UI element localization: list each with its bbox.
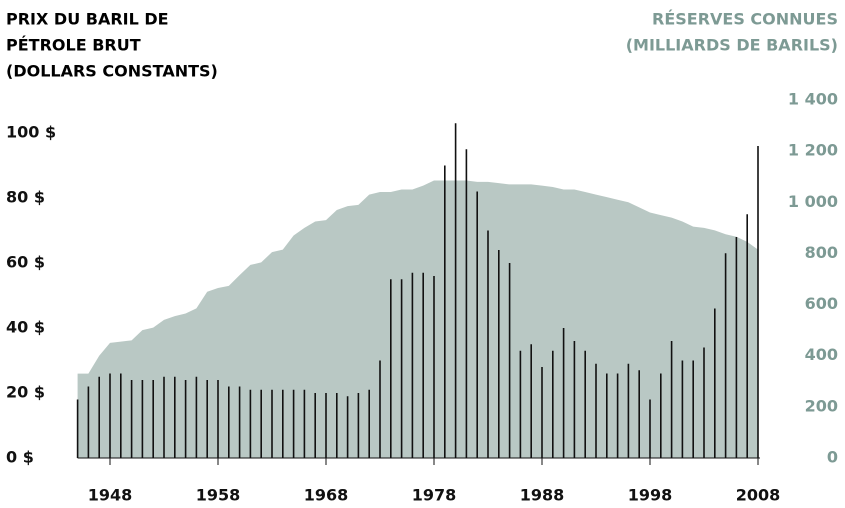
- price-bar: [616, 373, 619, 458]
- y2-axis-label: (MILLIARDS DE BARILS): [626, 36, 838, 55]
- price-bar: [206, 380, 208, 458]
- reserves-area: [77, 180, 759, 459]
- x-tick-label: 1948: [88, 486, 133, 505]
- y-tick-label: 60 $: [6, 253, 45, 272]
- y-tick-label: 20 $: [6, 383, 45, 402]
- price-bar: [400, 279, 403, 458]
- price-bar: [217, 380, 219, 458]
- price-bar: [465, 149, 468, 458]
- price-bar: [746, 214, 748, 458]
- y2-tick-label: 800: [805, 243, 838, 262]
- price-bar: [411, 272, 414, 458]
- price-bar: [724, 253, 727, 458]
- price-bar: [519, 350, 522, 458]
- price-bar: [703, 347, 705, 458]
- price-bar: [184, 380, 187, 458]
- y-axis-label: (DOLLARS CONSTANTS): [6, 62, 218, 81]
- price-bar: [152, 380, 154, 458]
- y-tick-label: 100 $: [6, 123, 56, 142]
- price-bar: [292, 389, 295, 458]
- y2-tick-label: 1 200: [788, 141, 838, 160]
- y2-tick-label: 400: [805, 345, 838, 364]
- price-bar: [141, 380, 144, 458]
- price-bar: [584, 350, 586, 458]
- y-tick-label: 80 $: [6, 188, 45, 207]
- price-bar: [638, 370, 640, 458]
- price-bar: [660, 373, 662, 458]
- price-bar: [454, 123, 457, 458]
- price-bar: [325, 393, 327, 458]
- y2-tick-label: 1 400: [788, 90, 838, 109]
- x-tick-label: 1958: [196, 486, 241, 505]
- price-bar: [541, 367, 543, 458]
- price-bar: [714, 308, 716, 458]
- price-bar: [530, 344, 532, 458]
- y2-tick-label: 1 000: [788, 192, 838, 211]
- price-bar: [552, 350, 554, 458]
- price-bar: [508, 263, 511, 458]
- price-bar: [649, 399, 651, 458]
- price-bar: [487, 230, 489, 458]
- x-tick-label: 1998: [628, 486, 673, 505]
- price-bar: [562, 328, 565, 458]
- price-bar: [498, 250, 500, 458]
- price-bar: [422, 272, 424, 458]
- y2-axis-label: RÉSERVES CONNUES: [652, 10, 838, 29]
- x-tick-label: 1978: [412, 486, 457, 505]
- price-bar: [87, 386, 90, 458]
- y2-tick-label: 0: [827, 448, 838, 467]
- price-bar: [120, 373, 122, 458]
- price-bar: [357, 393, 360, 458]
- price-bar: [163, 376, 165, 458]
- y-axis-label: PÉTROLE BRUT: [6, 36, 141, 55]
- y-axis-label: PRIX DU BARIL DE: [6, 10, 169, 29]
- price-bar: [379, 360, 381, 458]
- y-tick-label: 40 $: [6, 318, 45, 337]
- price-bar: [692, 360, 694, 458]
- price-bar: [109, 373, 111, 458]
- price-bar: [228, 386, 230, 458]
- price-bar: [195, 376, 198, 458]
- x-tick-label: 1988: [520, 486, 565, 505]
- price-bar: [606, 373, 608, 458]
- price-bar: [681, 360, 684, 458]
- price-bar: [757, 146, 759, 458]
- price-bar: [130, 380, 133, 458]
- price-bar: [573, 341, 576, 458]
- price-bar: [76, 399, 79, 458]
- price-bar: [336, 393, 338, 458]
- price-bar: [476, 191, 478, 458]
- price-bar: [368, 389, 370, 458]
- price-bar: [174, 376, 176, 458]
- price-bar: [271, 389, 273, 458]
- price-bar: [303, 389, 306, 458]
- y-tick-label: 0 $: [6, 448, 34, 467]
- price-bar: [282, 389, 284, 458]
- price-bar: [238, 386, 241, 458]
- price-bar: [249, 389, 252, 458]
- price-bar: [735, 237, 738, 458]
- price-bar: [595, 363, 597, 458]
- price-bar: [670, 341, 673, 458]
- x-tick-label: 1968: [304, 486, 349, 505]
- y2-tick-label: 600: [805, 294, 838, 313]
- price-bar: [390, 279, 392, 458]
- price-bar: [98, 376, 100, 458]
- price-bar: [627, 363, 630, 458]
- price-bar: [346, 396, 349, 458]
- price-bar: [314, 393, 316, 458]
- price-bar: [444, 165, 446, 458]
- price-bar: [260, 389, 262, 458]
- price-bar: [433, 276, 435, 458]
- x-tick-label: 2008: [736, 486, 781, 505]
- y2-tick-label: 200: [805, 396, 838, 415]
